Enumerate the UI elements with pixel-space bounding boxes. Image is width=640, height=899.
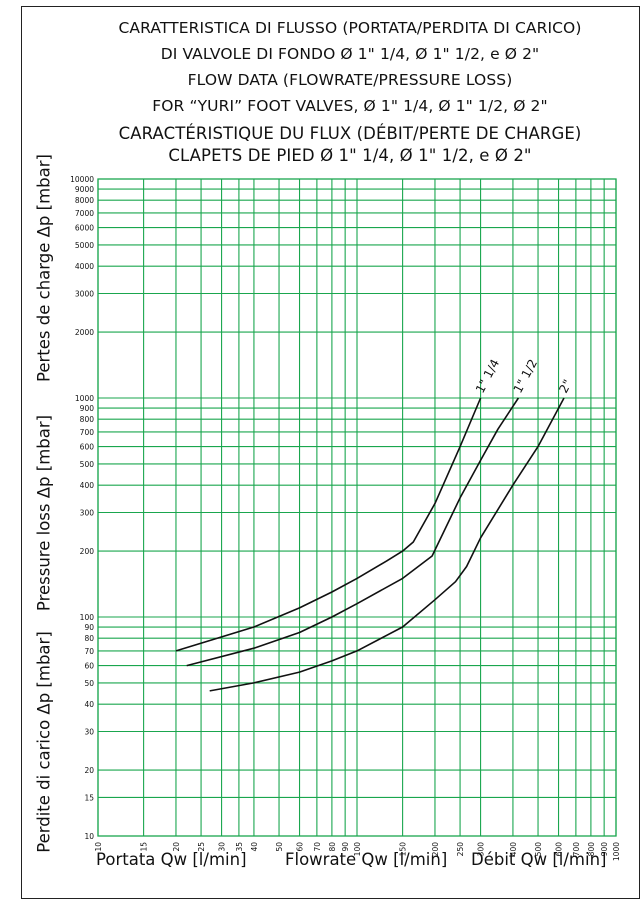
x-tick-label: 70: [313, 842, 322, 852]
y-tick-label: 700: [80, 428, 95, 437]
y-tick-label: 900: [80, 404, 95, 413]
y-tick-label: 5000: [75, 241, 94, 250]
x-tick-label: 50: [275, 842, 284, 852]
y-tick-label: 800: [80, 415, 95, 424]
title-italian-line2: DI VALVOLE DI FONDO Ø 1" 1/4, Ø 1" 1/2, …: [160, 45, 540, 63]
x-tick-label: 250: [456, 842, 465, 857]
y-tick-label: 10: [84, 832, 94, 841]
y-tick-label: 10000: [70, 175, 94, 184]
y-tick-label: 80: [84, 634, 94, 643]
x-tick-label: 10: [94, 842, 103, 852]
series-line-2: [186, 397, 520, 667]
y-tick-label: 50: [84, 679, 94, 688]
y-tick-label: 90: [84, 623, 94, 632]
x-tick-label: 600: [555, 842, 564, 857]
y-tick-label: 9000: [75, 185, 94, 194]
y-tick-label: 400: [80, 481, 95, 490]
x-tick-label: 150: [399, 842, 408, 857]
series-line-1: [175, 397, 482, 652]
x-tick-label: 90: [341, 842, 350, 852]
y-tick-label: 20: [84, 766, 94, 775]
y-tick-label: 8000: [75, 196, 94, 205]
y-tick-label: 500: [80, 460, 95, 469]
x-axis-label-italian: Portata Qw [l/min]: [96, 850, 247, 869]
x-tick-label: 40: [250, 842, 259, 852]
y-tick-label: 3000: [75, 290, 94, 299]
x-tick-label: 900: [600, 842, 609, 857]
y-tick-label: 15: [84, 793, 94, 802]
x-tick-label: 60: [296, 842, 305, 852]
y-tick-label: 200: [80, 547, 95, 556]
title-english-line2: FOR “YURI” FOOT VALVES, Ø 1" 1/4, Ø 1" 1…: [152, 97, 548, 115]
series-label-1: 1" 1/4: [473, 357, 502, 396]
title-french-line2: CLAPETS DE PIED Ø 1" 1/4, Ø 1" 1/2, e Ø …: [168, 146, 532, 165]
y-tick-label: 70: [84, 647, 94, 656]
y-tick-label: 6000: [75, 224, 94, 233]
y-tick-label: 60: [84, 662, 94, 671]
y-tick-label: 40: [84, 700, 94, 709]
x-tick-label: 700: [572, 842, 581, 857]
x-tick-label: 500: [534, 842, 543, 857]
y-tick-label: 300: [80, 509, 95, 518]
y-tick-label: 100: [80, 613, 95, 622]
x-tick-label: 300: [477, 842, 486, 857]
y-tick-label: 7000: [75, 209, 94, 218]
title-italian-line1: CARATTERISTICA DI FLUSSO (PORTATA/PERDIT…: [118, 19, 582, 37]
series-label-2: 1" 1/2: [511, 357, 540, 396]
y-tick-label: 2000: [75, 328, 94, 337]
x-axis-label-english: Flowrate Qw [l/min]: [285, 850, 448, 869]
x-tick-label: 30: [218, 842, 227, 852]
x-tick-label: 800: [587, 842, 596, 857]
title-french-line1: CARACTÉRISTIQUE DU FLUX (DÉBIT/PERTE DE …: [118, 124, 582, 143]
x-tick-label: 35: [235, 842, 244, 852]
y-tick-label: 1000: [75, 394, 94, 403]
y-tick-label: 600: [80, 443, 95, 452]
x-tick-label: 200: [431, 842, 440, 857]
x-tick-label: 25: [197, 842, 206, 852]
x-tick-label: 400: [509, 842, 518, 857]
series-line-3: [209, 397, 565, 692]
plot-area-border: [97, 178, 617, 837]
x-tick-label: 15: [140, 842, 149, 852]
x-tick-label: 80: [328, 842, 337, 852]
page-border: [21, 6, 640, 899]
x-tick-label: 1000: [612, 842, 621, 861]
x-axis-label-french: Débit Qw [l/min]: [471, 850, 607, 869]
x-tick-label: 100: [353, 842, 362, 857]
x-tick-label: 20: [172, 842, 181, 852]
y-tick-label: 30: [84, 728, 94, 737]
title-english-line1: FLOW DATA (FLOWRATE/PRESSURE LOSS): [187, 71, 513, 89]
series-label-3: 2": [556, 377, 575, 395]
y-tick-label: 4000: [75, 262, 94, 271]
